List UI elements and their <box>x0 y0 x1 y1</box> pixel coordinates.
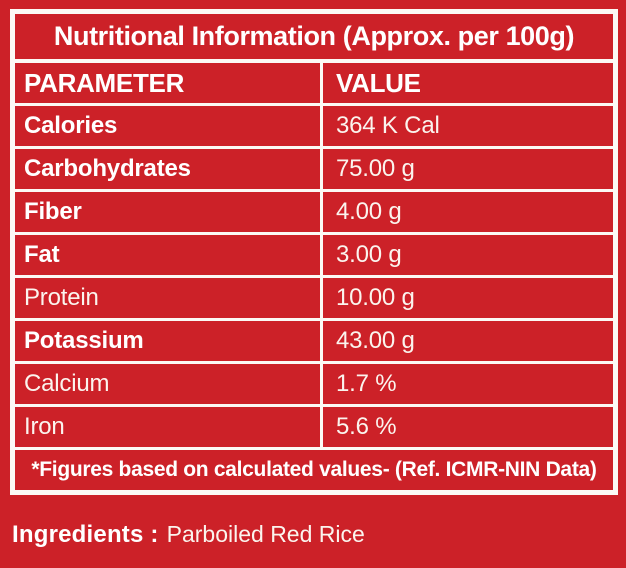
nutrition-table: Nutritional Information (Approx. per 100… <box>10 9 618 495</box>
table-title-bar: Nutritional Information (Approx. per 100… <box>15 14 613 59</box>
parameter-cell: Potassium <box>15 321 320 361</box>
table-grid: PARAMETER VALUE Calories 364 K Cal Carbohy… <box>15 59 613 490</box>
value-cell: 10.00 g <box>323 278 613 318</box>
parameter-cell: Calories <box>15 106 320 146</box>
parameter-cell: Carbohydrates <box>15 149 320 189</box>
ingredients-label: Ingredients : <box>12 521 159 548</box>
parameter-cell: Protein <box>15 278 320 318</box>
value-cell: 364 K Cal <box>323 106 613 146</box>
table-title: Nutritional Information (Approx. per 100… <box>53 21 575 51</box>
value-cell: 5.6 % <box>323 407 613 447</box>
table-footnote: *Figures based on calculated values- (Re… <box>15 450 613 490</box>
value-cell: 4.00 g <box>323 192 613 232</box>
value-cell: 43.00 g <box>323 321 613 361</box>
parameter-cell: Iron <box>15 407 320 447</box>
ingredients-line: Ingredients : Parboiled Red Rice <box>12 521 365 549</box>
parameter-cell: Fiber <box>15 192 320 232</box>
column-header-value: VALUE <box>323 63 613 103</box>
value-cell: 75.00 g <box>323 149 613 189</box>
column-header-parameter: PARAMETER <box>15 63 320 103</box>
ingredients-value: Parboiled Red Rice <box>166 521 365 547</box>
value-cell: 3.00 g <box>323 235 613 275</box>
value-cell: 1.7 % <box>323 364 613 404</box>
parameter-cell: Calcium <box>15 364 320 404</box>
parameter-cell: Fat <box>15 235 320 275</box>
